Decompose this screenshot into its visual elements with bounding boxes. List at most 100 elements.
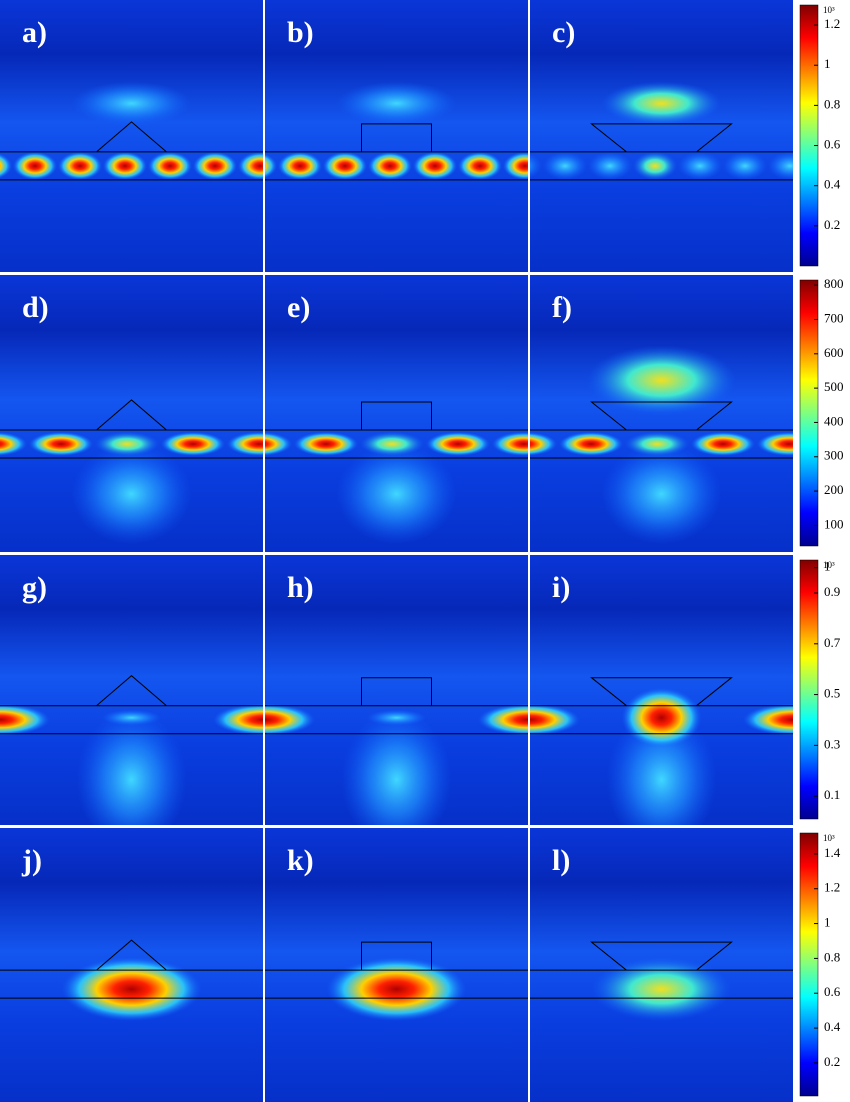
field-spot bbox=[103, 151, 147, 180]
structure bbox=[590, 123, 733, 153]
field-spot bbox=[530, 432, 557, 456]
field-spot bbox=[95, 431, 159, 456]
colorbar-tick-label: 0.6 bbox=[824, 137, 841, 152]
colorbar bbox=[799, 832, 819, 1097]
field-spot bbox=[265, 432, 292, 456]
structure bbox=[361, 941, 432, 971]
panel bbox=[530, 828, 793, 1102]
panel-label: h) bbox=[287, 571, 314, 604]
colorbar-tick-label: 0.8 bbox=[824, 96, 840, 111]
panel-label: d) bbox=[22, 291, 49, 324]
colorbar-tick-label: 0.2 bbox=[824, 1054, 840, 1069]
field-spot bbox=[161, 431, 225, 456]
field-spot bbox=[478, 703, 528, 736]
colorbar-tick-label: 0.6 bbox=[824, 984, 841, 999]
structure bbox=[361, 401, 432, 430]
colorbar-exponent: 10³ bbox=[823, 833, 835, 843]
panel bbox=[265, 555, 528, 825]
panel-background bbox=[530, 0, 793, 272]
field-spot bbox=[723, 151, 767, 180]
panel-label: i) bbox=[552, 571, 570, 604]
panel-background bbox=[265, 0, 528, 272]
colorbar-tick-label: 1 bbox=[824, 559, 831, 574]
colorbar-tick-label: 500 bbox=[824, 379, 844, 394]
field-spot bbox=[0, 703, 50, 736]
field-spot bbox=[71, 443, 192, 544]
field-spot bbox=[743, 703, 793, 736]
colorbar-tick-label: 100 bbox=[824, 516, 844, 531]
panel bbox=[0, 0, 263, 272]
field-spot bbox=[621, 687, 702, 748]
colorbar-tick-label: 0.4 bbox=[824, 177, 841, 192]
field-spot bbox=[368, 151, 412, 180]
panel bbox=[0, 828, 263, 1102]
structure bbox=[361, 677, 432, 706]
field-spot bbox=[588, 151, 632, 180]
panel bbox=[265, 275, 528, 552]
field-spot bbox=[543, 151, 587, 180]
field-spot bbox=[148, 151, 192, 180]
panel-label: e) bbox=[287, 291, 310, 324]
field-spot bbox=[426, 431, 490, 456]
colorbar-tick-label: 0.5 bbox=[824, 686, 840, 701]
structure bbox=[590, 941, 733, 971]
panel-label: g) bbox=[22, 571, 47, 604]
colorbar-tick-label: 0.2 bbox=[824, 217, 840, 232]
field-spot bbox=[586, 345, 737, 416]
field-spot bbox=[265, 703, 315, 736]
panel-label: b) bbox=[287, 16, 314, 49]
colorbar-tick-label: 600 bbox=[824, 345, 844, 360]
colorbar-tick-label: 700 bbox=[824, 310, 844, 325]
panel bbox=[0, 555, 263, 825]
panel-label: j) bbox=[21, 844, 42, 877]
field-spot bbox=[294, 431, 358, 456]
colorbar-tick-label: 1.4 bbox=[824, 845, 841, 860]
field-spot bbox=[757, 431, 793, 456]
field-spot bbox=[238, 151, 263, 180]
structure bbox=[96, 121, 167, 153]
field-spot bbox=[360, 431, 424, 456]
field-spot bbox=[691, 431, 755, 456]
field-spot bbox=[530, 703, 580, 736]
field-spot bbox=[61, 957, 202, 1022]
field-spot bbox=[265, 153, 277, 179]
panel bbox=[265, 828, 528, 1102]
colorbar-tick-label: 0.4 bbox=[824, 1019, 841, 1034]
field-spot bbox=[633, 151, 677, 180]
field-spot bbox=[591, 957, 732, 1022]
panel-background bbox=[0, 0, 263, 272]
field-spot bbox=[503, 151, 528, 180]
field-spot bbox=[278, 151, 322, 180]
field-spot bbox=[326, 957, 467, 1022]
field-spot bbox=[213, 703, 263, 736]
field-spot bbox=[341, 709, 452, 825]
field-spot bbox=[0, 153, 12, 179]
field-spot bbox=[366, 709, 427, 726]
field-spot bbox=[601, 81, 722, 126]
field-spot bbox=[336, 81, 457, 126]
field-spot bbox=[601, 443, 722, 544]
panel bbox=[265, 0, 528, 272]
field-spot bbox=[413, 151, 457, 180]
colorbar-tick-label: 0.3 bbox=[824, 736, 840, 751]
field-spot bbox=[29, 431, 93, 456]
field-spot bbox=[492, 431, 528, 456]
colorbar-tick-label: 1.2 bbox=[824, 16, 840, 31]
field-spot bbox=[625, 431, 689, 456]
colorbar bbox=[799, 279, 819, 547]
colorbar-tick-label: 1.2 bbox=[824, 880, 840, 895]
field-spot bbox=[559, 431, 623, 456]
field-spot bbox=[101, 709, 162, 726]
structure bbox=[361, 123, 432, 152]
structure bbox=[590, 677, 733, 707]
field-spot bbox=[336, 443, 457, 544]
field-spot bbox=[227, 431, 263, 456]
structure bbox=[96, 939, 167, 971]
panel-label: a) bbox=[22, 16, 47, 49]
panel-label: k) bbox=[287, 844, 314, 877]
field-spot bbox=[71, 81, 192, 126]
field-spot bbox=[13, 151, 57, 180]
colorbar-tick-label: 1 bbox=[824, 56, 831, 71]
structure bbox=[96, 399, 167, 431]
colorbar-tick-label: 0.7 bbox=[824, 635, 841, 650]
